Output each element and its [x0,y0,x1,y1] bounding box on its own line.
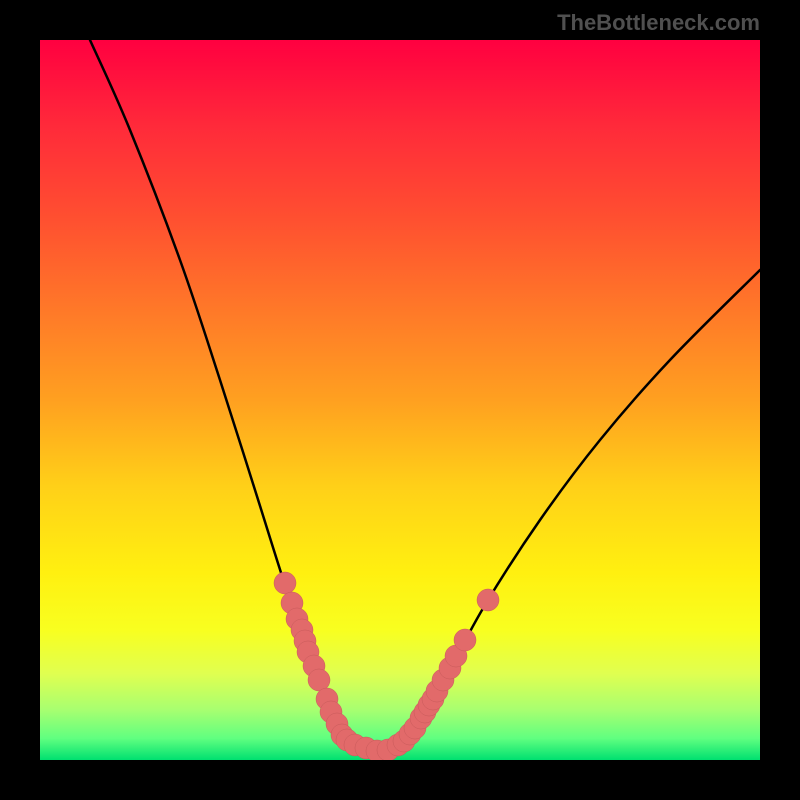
outer-container: TheBottleneck.com [0,0,800,800]
plot-area [40,40,760,760]
watermark-text: TheBottleneck.com [557,10,760,36]
data-marker [477,589,499,611]
data-marker [274,572,296,594]
gradient-background [40,40,760,760]
data-marker [308,669,330,691]
data-marker [454,629,476,651]
plot-svg [40,40,760,760]
